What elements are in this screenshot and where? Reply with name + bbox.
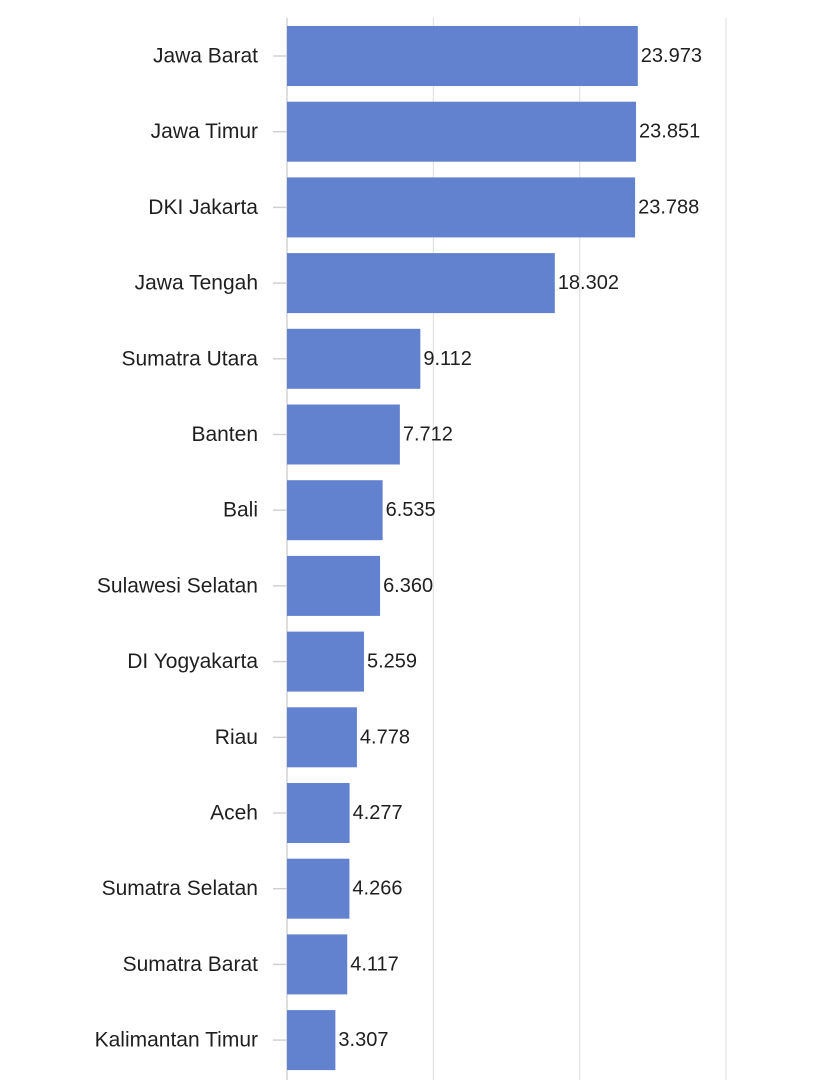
value-label: 7.712 — [403, 424, 453, 446]
category-label: DKI Jakarta — [148, 196, 258, 219]
value-label: 4.277 — [353, 802, 403, 824]
value-label: 4.778 — [360, 726, 410, 748]
value-labels: 23.973 23.851 23.788 18.302 9.112 7.712 6.535 6… — [338, 45, 702, 1051]
category-label: Bali — [223, 499, 258, 522]
category-label: DI Yogyakarta — [127, 650, 258, 673]
bars — [287, 26, 638, 1071]
category-label: Jawa Barat — [153, 45, 258, 68]
category-label: Sumatra Barat — [123, 953, 259, 976]
value-label: 23.851 — [639, 121, 700, 143]
value-label: 4.117 — [350, 953, 399, 975]
value-label: 5.259 — [367, 651, 417, 673]
bar — [287, 1010, 336, 1071]
category-label: Aceh — [210, 802, 258, 825]
value-label: 23.788 — [638, 196, 699, 218]
value-label: 9.112 — [423, 348, 472, 370]
category-label: Jawa Tengah — [135, 272, 258, 295]
value-label: 23.973 — [641, 45, 702, 67]
value-label: 6.535 — [386, 499, 436, 521]
category-label: Jawa Timur — [151, 120, 258, 143]
category-label: Kalimantan Timur — [95, 1029, 258, 1052]
category-label: Sumatra Utara — [121, 347, 258, 370]
bar — [287, 177, 636, 238]
value-label: 6.360 — [383, 575, 433, 597]
category-ticks — [273, 55, 287, 1041]
value-label: 4.266 — [352, 878, 402, 900]
bar — [287, 26, 638, 86]
bar — [287, 631, 364, 692]
bar — [287, 934, 348, 995]
bar — [287, 480, 383, 541]
value-label: 18.302 — [558, 272, 619, 294]
category-label: Riau — [215, 726, 258, 749]
bar — [287, 783, 350, 843]
bar — [287, 858, 350, 919]
gridlines — [286, 18, 727, 1080]
value-label: 3.307 — [338, 1029, 388, 1051]
category-labels: Jawa Barat Jawa Timur DKI Jakarta Jawa Teng… — [95, 45, 259, 1052]
category-label: Banten — [191, 423, 258, 446]
bar — [287, 707, 357, 768]
bar — [287, 404, 400, 465]
category-label: Sulawesi Selatan — [97, 574, 258, 597]
category-label: Sumatra Selatan — [102, 877, 258, 900]
bar — [287, 328, 421, 389]
bar — [287, 253, 555, 314]
bar — [287, 555, 381, 616]
bar — [287, 101, 637, 162]
